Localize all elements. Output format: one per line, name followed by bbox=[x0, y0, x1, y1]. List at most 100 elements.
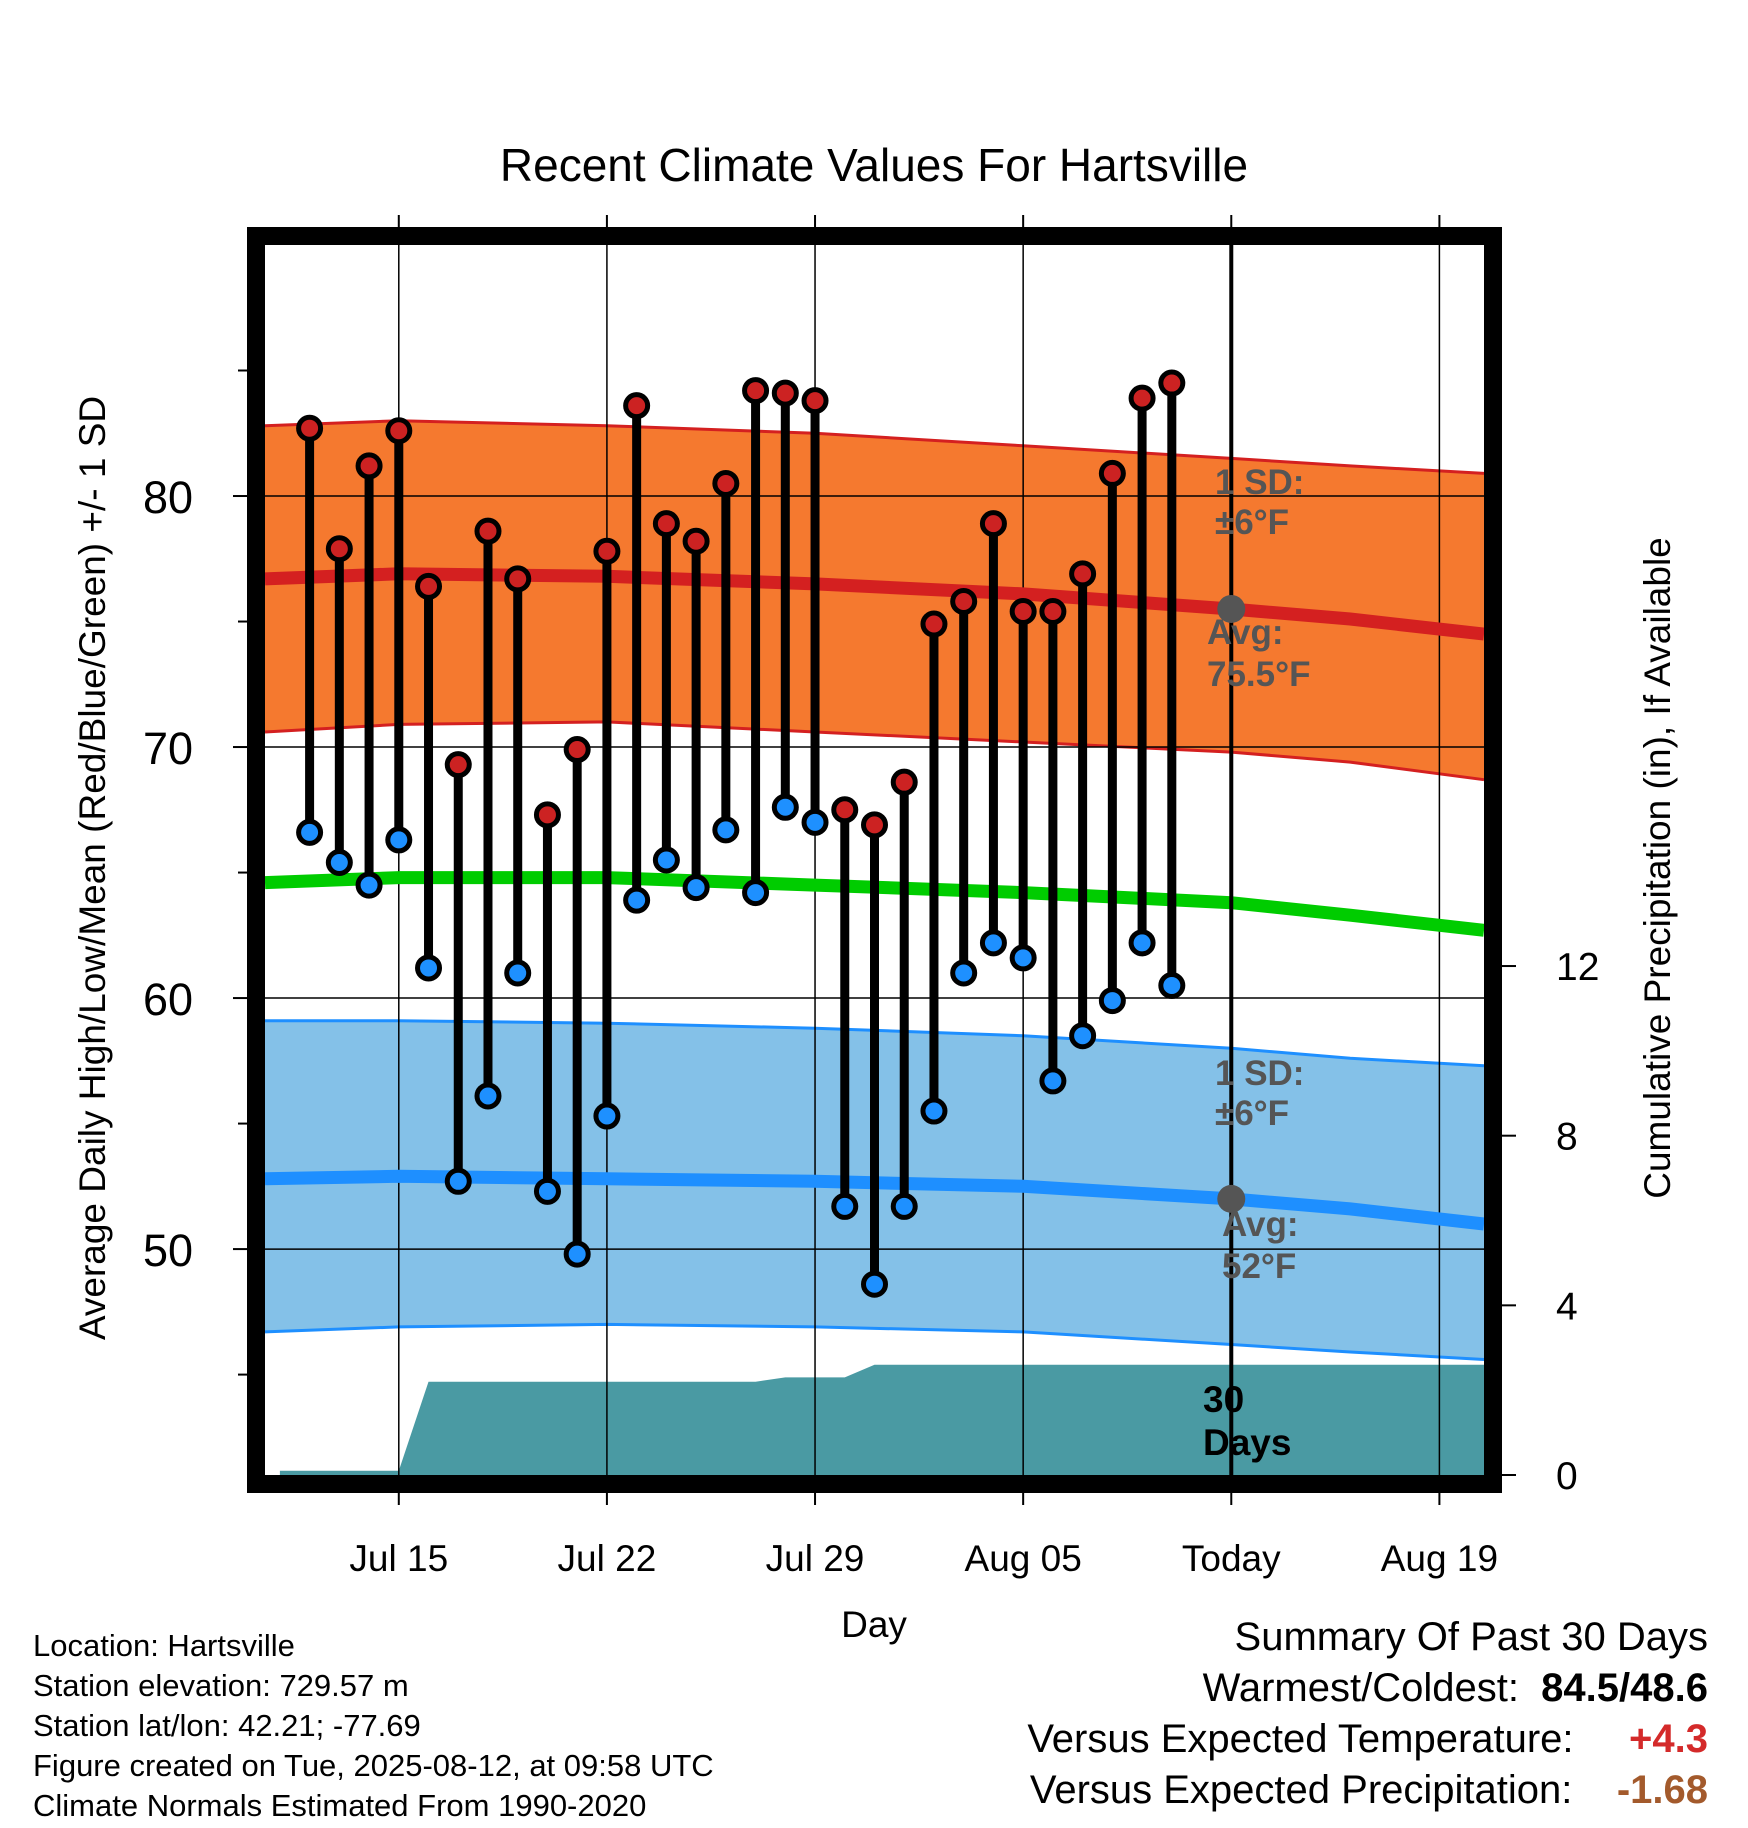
temp-departure-value: +4.3 bbox=[1629, 1717, 1708, 1761]
x-tick-label: Jul 22 bbox=[558, 1538, 657, 1579]
x-tick-label: Today bbox=[1182, 1538, 1281, 1579]
daily-high-point bbox=[1158, 369, 1186, 397]
daily-low-point bbox=[682, 874, 710, 902]
daily-high-point bbox=[296, 414, 324, 442]
high-avg-label: Avg: bbox=[1207, 613, 1283, 652]
daily-high-point bbox=[1009, 597, 1037, 625]
warm-cold-label: Warmest/Coldest: bbox=[1202, 1666, 1519, 1710]
daily-high-point bbox=[801, 387, 829, 415]
daily-high-point bbox=[861, 811, 888, 839]
x-axis-label: Day bbox=[841, 1604, 907, 1645]
y-tick-label: 60 bbox=[143, 974, 193, 1025]
daily-high-point bbox=[920, 610, 948, 638]
daily-low-point bbox=[712, 816, 740, 844]
daily-high-point bbox=[979, 510, 1007, 538]
y-tick-label: 70 bbox=[143, 723, 193, 774]
daily-low-point bbox=[533, 1177, 561, 1205]
daily-high-point bbox=[533, 801, 561, 829]
high-sd-value: ±6°F bbox=[1215, 503, 1289, 542]
station-latlon: Station lat/lon: 42.21; -77.69 bbox=[33, 1708, 421, 1743]
daily-low-point bbox=[325, 849, 353, 877]
low-minus-sd-line bbox=[264, 1322, 1485, 1361]
station-elevation: Station elevation: 729.57 m bbox=[33, 1668, 409, 1703]
x-tick-label: Jul 29 bbox=[766, 1538, 865, 1579]
daily-high-point bbox=[682, 527, 710, 555]
today-avg-low-marker bbox=[1217, 1184, 1246, 1213]
daily-low-point bbox=[444, 1167, 472, 1195]
daily-low-point bbox=[861, 1270, 888, 1298]
summary-panel: Summary Of Past 30 Days Warmest/Coldest:… bbox=[808, 1612, 1708, 1816]
daily-low-point bbox=[1069, 1022, 1097, 1050]
high-sd-band bbox=[265, 420, 1484, 780]
daily-high-point bbox=[1098, 459, 1126, 487]
daily-high-point bbox=[444, 751, 472, 779]
daily-low-point bbox=[890, 1192, 918, 1220]
x-tick-label: Jul 15 bbox=[349, 1538, 448, 1579]
y2-tick-label: 12 bbox=[1556, 946, 1599, 989]
station-info: Location: Hartsville Station elevation: … bbox=[33, 1626, 933, 1826]
daily-low-point bbox=[593, 1102, 621, 1130]
daily-low-point bbox=[385, 826, 413, 854]
daily-low-point bbox=[1039, 1067, 1067, 1095]
daily-high-point bbox=[831, 796, 859, 824]
normals-period: Climate Normals Estimated From 1990-2020 bbox=[33, 1788, 647, 1823]
figure-created: Figure created on Tue, 2025-08-12, at 09… bbox=[33, 1748, 714, 1783]
daily-low-point bbox=[355, 871, 383, 899]
daily-low-point bbox=[652, 846, 680, 874]
low-avg-label: Avg: bbox=[1222, 1205, 1298, 1244]
high-minus-sd-line bbox=[264, 720, 1485, 782]
daily-high-point bbox=[1039, 597, 1067, 625]
high-avg-value: 75.5°F bbox=[1207, 655, 1311, 694]
daily-low-point bbox=[1158, 972, 1186, 1000]
daily-high-point bbox=[355, 452, 383, 480]
summary-precip: Versus Expected Precipitation: -1.68 bbox=[808, 1765, 1708, 1816]
y-tick-label: 50 bbox=[143, 1225, 193, 1276]
daily-low-point bbox=[1128, 929, 1156, 957]
summary-warm-cold: Warmest/Coldest: 84.5/48.6 bbox=[808, 1663, 1708, 1714]
daily-high-point bbox=[474, 517, 502, 545]
avg-mean-line bbox=[264, 871, 1485, 937]
y2-tick-label: 4 bbox=[1556, 1285, 1578, 1328]
daily-low-point bbox=[504, 959, 532, 987]
daily-high-point bbox=[563, 736, 591, 764]
period-number: 30 bbox=[1203, 1379, 1244, 1420]
daily-low-point bbox=[623, 886, 651, 914]
temp-departure-label: Versus Expected Temperature: bbox=[1027, 1717, 1574, 1761]
daily-high-point bbox=[385, 417, 413, 445]
plot-frame bbox=[247, 227, 1502, 1493]
daily-high-point bbox=[623, 392, 651, 420]
high-sd-label: 1 SD: bbox=[1215, 463, 1304, 502]
daily-high-point bbox=[1069, 560, 1097, 588]
station-location: Location: Hartsville bbox=[33, 1628, 295, 1663]
x-tick-label: Aug 19 bbox=[1381, 1538, 1498, 1579]
period-unit: Days bbox=[1203, 1422, 1291, 1463]
daily-low-point bbox=[831, 1192, 859, 1220]
daily-high-point bbox=[593, 537, 621, 565]
summary-temp: Versus Expected Temperature: +4.3 bbox=[808, 1714, 1708, 1765]
precip-area bbox=[279, 1364, 1484, 1475]
daily-high-point bbox=[504, 565, 532, 593]
daily-low-point bbox=[1009, 944, 1037, 972]
low-sd-value: ±6°F bbox=[1215, 1094, 1289, 1133]
precip-departure-value: -1.68 bbox=[1616, 1768, 1708, 1812]
daily-low-point bbox=[979, 929, 1007, 957]
daily-high-point bbox=[771, 379, 799, 407]
y-tick-label: 80 bbox=[143, 472, 193, 523]
daily-low-point bbox=[1098, 987, 1126, 1015]
daily-high-point bbox=[652, 510, 680, 538]
daily-high-point bbox=[890, 768, 918, 796]
daily-low-point bbox=[415, 954, 443, 982]
daily-low-point bbox=[801, 808, 829, 836]
y2-axis-label: Cumulative Precipitation (in), If Availa… bbox=[1637, 537, 1678, 1199]
warm-cold-value: 84.5/48.6 bbox=[1541, 1666, 1708, 1710]
daily-low-point bbox=[296, 818, 324, 846]
avg-low-line bbox=[264, 1169, 1485, 1231]
low-avg-value: 52°F bbox=[1222, 1247, 1296, 1286]
summary-title: Summary Of Past 30 Days bbox=[1234, 1615, 1708, 1659]
daily-low-point bbox=[950, 959, 978, 987]
daily-high-point bbox=[950, 587, 978, 615]
low-plus-sd-line bbox=[265, 1019, 1485, 1068]
daily-low-point bbox=[771, 793, 799, 821]
